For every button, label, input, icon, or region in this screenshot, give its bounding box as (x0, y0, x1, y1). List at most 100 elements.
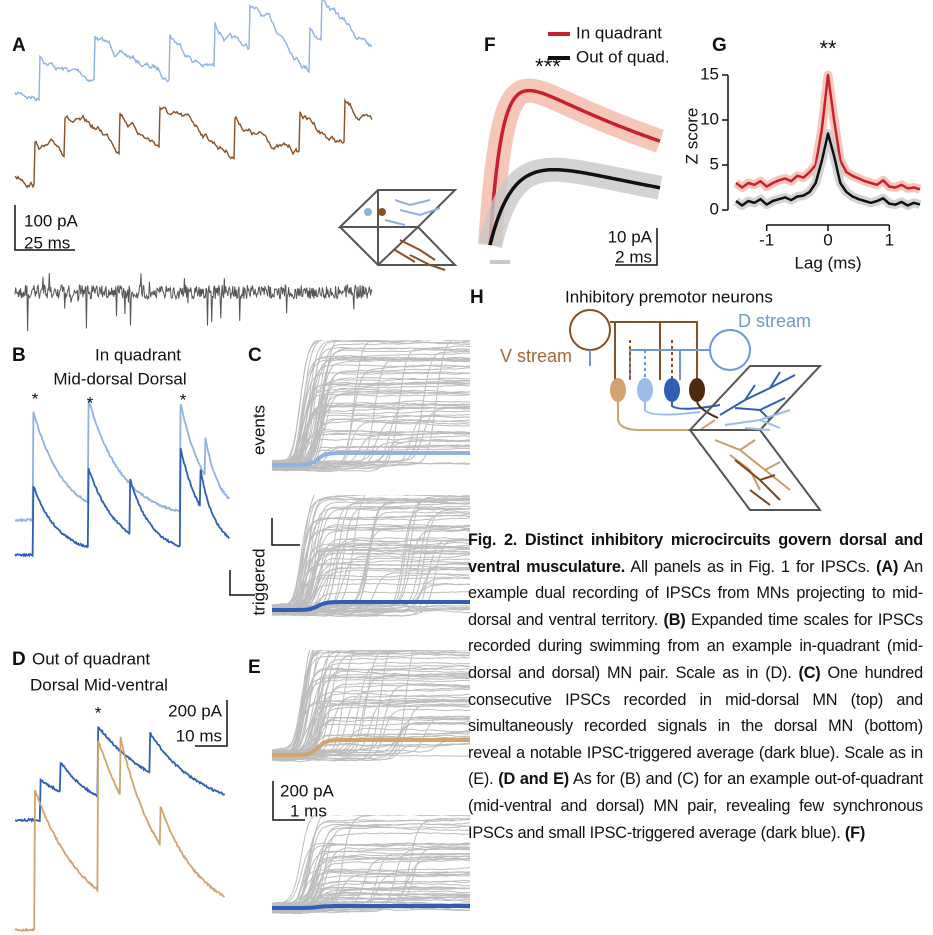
panel-label: B (12, 345, 26, 366)
trace (272, 429, 470, 467)
trace (272, 901, 470, 908)
panel-subtitle: Dorsal Mid-ventral (30, 675, 168, 694)
stream-label: V stream (500, 346, 572, 366)
caption: Fig. 2. Distinct inhibitory microcircuit… (468, 527, 923, 935)
trace (272, 822, 470, 905)
caption-title: Fig. 2. Distinct inhibitory microcircuit… (468, 531, 923, 576)
x-tick-label: 1 (885, 230, 894, 249)
x-tick-label: 0 (823, 230, 832, 249)
panel-label: C (248, 345, 262, 366)
inset-diagram (337, 189, 458, 271)
trace (272, 676, 470, 758)
trace (272, 552, 470, 610)
trace (272, 650, 320, 754)
trace (272, 573, 470, 616)
trace (272, 384, 470, 470)
trace (272, 600, 470, 612)
panel-label: H (470, 287, 484, 308)
trace (272, 732, 470, 755)
trace (272, 405, 470, 464)
scale-bar (195, 700, 228, 747)
diagram-title: Inhibitory premotor neurons (565, 287, 773, 306)
trace (14, 97, 373, 189)
trace (14, 448, 231, 558)
trace (272, 815, 324, 904)
caption-text: As for (B) and (C) for an example out-of… (468, 770, 923, 842)
scale-label: 1 ms (290, 801, 327, 820)
y-axis-label: Z score (682, 108, 701, 165)
trace (272, 562, 470, 606)
trace (272, 650, 311, 758)
trace (272, 886, 470, 907)
panel-title: In quadrant (95, 345, 181, 364)
mean-trace (488, 88, 661, 246)
trace (14, 398, 230, 523)
trace (272, 495, 470, 613)
caption-text: Expanded time scales for IPSCs recorded … (468, 610, 923, 682)
trace (272, 848, 470, 907)
scale-bar (272, 781, 305, 821)
error-band (733, 129, 922, 210)
trace (272, 650, 314, 757)
event-marker: * (95, 703, 102, 722)
trace (272, 358, 470, 469)
trace (14, 736, 226, 933)
trace (272, 871, 470, 911)
trace (272, 432, 470, 471)
panel-reference: (B) (663, 610, 686, 629)
trace (272, 667, 470, 753)
scale-label: 10 ms (176, 726, 222, 745)
row-label: triggered (249, 548, 268, 615)
trace (272, 842, 470, 904)
trace (272, 340, 320, 468)
scale-label: 200 pA (280, 781, 335, 800)
trace (272, 381, 470, 463)
event-marker: * (180, 390, 187, 409)
trace (272, 347, 470, 464)
circuit-diagram (569, 309, 823, 511)
caption-text: One hundred consecutive IPSCs recorded i… (468, 663, 923, 789)
legend-label: In quadrant (576, 23, 662, 42)
trace (272, 345, 470, 470)
trace (272, 698, 470, 757)
trace (272, 650, 391, 762)
trace (272, 819, 470, 912)
trace (272, 539, 470, 617)
trace (272, 738, 470, 757)
scale-label: 100 pA (24, 211, 79, 230)
trace (272, 503, 470, 614)
panel-reference: (C) (798, 663, 821, 682)
caption-text: An example dual recording of IPSCs from … (468, 557, 923, 629)
panel-reference: (A) (876, 557, 899, 576)
trace (272, 563, 470, 608)
trace (272, 523, 470, 610)
scale-bar (14, 205, 75, 251)
trace (272, 364, 470, 461)
panel-reference: (F) (844, 823, 866, 842)
significance: ** (819, 36, 837, 61)
trace (272, 708, 470, 762)
event-marker: * (87, 393, 94, 412)
trace (272, 880, 470, 911)
x-tick-label: -1 (759, 230, 774, 249)
panel-label: F (484, 35, 496, 56)
trace (272, 378, 470, 468)
trace (272, 451, 470, 467)
scale-label: 2 ms (615, 247, 652, 266)
trace (272, 495, 315, 607)
mean-trace (488, 167, 661, 246)
event-marker: * (32, 389, 39, 408)
panel-label: E (248, 657, 261, 678)
trace (272, 525, 470, 615)
trace (272, 904, 470, 910)
trace (272, 511, 470, 608)
y-tick-label: 10 (700, 109, 719, 128)
trace (272, 499, 470, 610)
scale-label: 200 pA (168, 701, 223, 720)
stream-label: D stream (738, 311, 811, 331)
trace (272, 567, 470, 609)
panel-subtitle: Mid-dorsal Dorsal (53, 369, 186, 388)
row-label: events (249, 405, 268, 455)
